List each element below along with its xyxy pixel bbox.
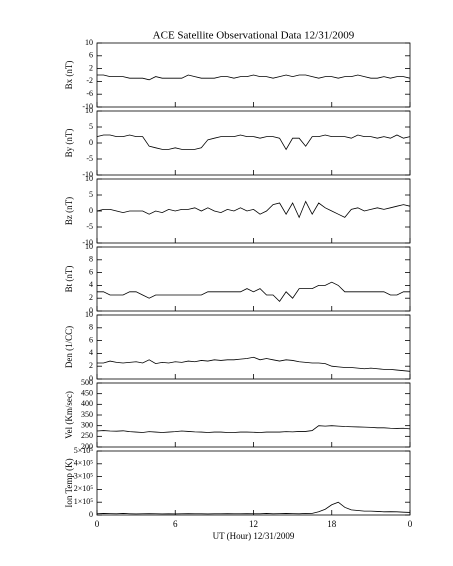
y-axis-label: Vel (Km/sec) <box>64 391 74 439</box>
y-tick-label: 5 <box>89 122 93 131</box>
y-tick-label: 6 <box>89 267 93 276</box>
y-tick-label: 0 <box>89 138 93 147</box>
y-tick-label: 350 <box>81 410 93 419</box>
y-tick-label: -2 <box>86 76 93 85</box>
y-tick-label: 4×10⁵ <box>74 459 94 468</box>
y-tick-label: 10 <box>85 310 93 319</box>
y-tick-label: 4 <box>89 348 93 357</box>
panel-frame <box>96 246 411 312</box>
y-tick-label: -10 <box>82 102 93 111</box>
y-tick-label: 200 <box>81 442 93 451</box>
y-tick-label: -6 <box>86 89 93 98</box>
y-tick-label: 250 <box>81 431 93 440</box>
y-tick-label: 0 <box>89 374 93 383</box>
y-tick-label: 0 <box>89 306 93 315</box>
x-tick-label: 0 <box>95 519 100 529</box>
y-tick-label: 10 <box>85 106 93 115</box>
panel-frame <box>96 450 411 516</box>
y-tick-label: 2 <box>89 361 93 370</box>
y-tick-label: 2 <box>89 293 93 302</box>
y-tick-label: 0 <box>89 206 93 215</box>
x-tick-label: 18 <box>327 519 337 529</box>
y-tick-label: 8 <box>89 323 93 332</box>
y-tick-label: 8 <box>89 255 93 264</box>
panel-frame <box>96 110 411 176</box>
y-tick-label: -10 <box>82 170 93 179</box>
data-line <box>97 74 411 81</box>
y-tick-label: 450 <box>81 388 93 397</box>
panel-frame <box>96 178 411 244</box>
y-tick-label: 6 <box>89 335 93 344</box>
data-line <box>96 134 411 151</box>
y-tick-label: 1×10⁵ <box>74 497 94 506</box>
y-axis-label: By (nT) <box>64 129 74 158</box>
data-line <box>96 425 411 433</box>
x-axis-label: UT (Hour) 12/31/2009 <box>213 531 295 541</box>
y-tick-label: 400 <box>81 399 93 408</box>
data-line <box>96 200 411 219</box>
x-tick-label: 12 <box>249 519 258 529</box>
data-line <box>97 356 411 372</box>
y-tick-label: 10 <box>85 38 93 47</box>
x-tick-label: 6 <box>173 519 178 529</box>
y-tick-label: 4 <box>89 280 93 289</box>
y-axis-label: Bx (nT) <box>64 61 74 90</box>
y-tick-label: 2×10⁵ <box>74 484 94 493</box>
y-tick-label: -5 <box>86 222 93 231</box>
data-line <box>96 501 411 515</box>
y-tick-label: 500 <box>81 378 93 387</box>
panel-frame <box>96 382 411 448</box>
y-tick-label: 5 <box>89 190 93 199</box>
y-tick-label: -10 <box>82 238 93 247</box>
y-axis-label: Ion Temp (K) <box>64 458 74 507</box>
y-tick-label: 10 <box>85 242 93 251</box>
chart-title: ACE Satellite Observational Data 12/31/2… <box>153 30 355 42</box>
y-tick-label: -5 <box>86 154 93 163</box>
y-axis-label: Bt (nT) <box>64 266 74 293</box>
y-tick-label: 2 <box>89 63 93 72</box>
x-tick-label: 0 <box>408 519 413 529</box>
panel-frame <box>96 314 411 380</box>
y-tick-label: 300 <box>81 420 93 429</box>
y-tick-label: 3×10⁵ <box>74 471 94 480</box>
y-axis-label: Bz (nT) <box>64 197 74 225</box>
y-tick-label: 6 <box>89 51 93 60</box>
y-tick-label: 5×10⁵ <box>74 446 94 455</box>
y-tick-label: 0 <box>89 510 93 519</box>
y-axis-label: Den (1/CC) <box>64 326 74 368</box>
data-line <box>97 281 410 303</box>
y-tick-label: 10 <box>85 174 93 183</box>
